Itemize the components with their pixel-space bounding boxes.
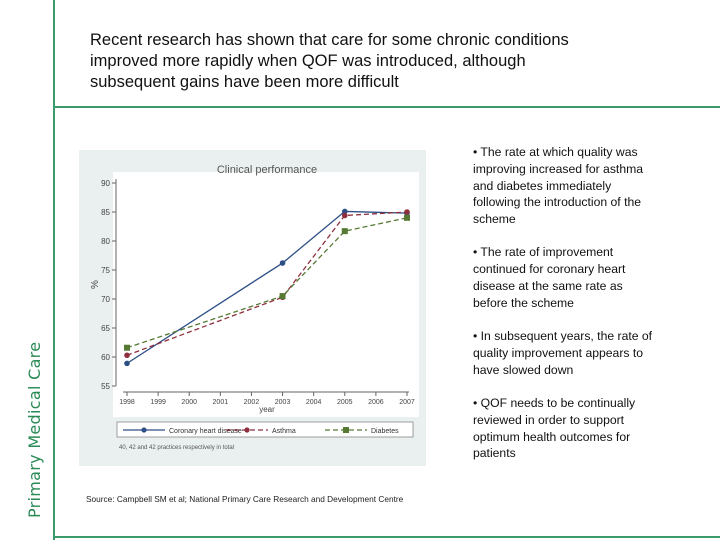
legend-box [116, 421, 414, 438]
y-tick-label: 65 [101, 324, 110, 333]
bullet-list: • The rate at which quality was improvin… [473, 144, 698, 479]
bullet-line: • In subsequent years, the rate of [473, 329, 653, 344]
bullet-line: have slowed down [473, 362, 574, 377]
sidebar-divider [53, 0, 55, 540]
data-point [341, 212, 348, 219]
bullet-line: before the scheme [473, 295, 574, 310]
bullet-line: following the introduction of the [473, 195, 642, 210]
x-tick-label: 1998 [119, 399, 135, 406]
bullet-item: • The rate of improvement continued for … [473, 244, 698, 311]
bullet-line: reviewed in order to support [473, 412, 625, 427]
y-tick-label: 70 [101, 295, 110, 304]
bullet-line: patients [473, 446, 516, 461]
legend-label: Asthma [272, 428, 296, 435]
data-point [124, 344, 130, 351]
x-tick-label: 2002 [244, 399, 260, 406]
bullet-line: quality improvement appears to [473, 345, 644, 360]
bullet-item: • QOF needs to be continually reviewed i… [473, 395, 698, 462]
data-point [404, 214, 410, 221]
source-citation: Source: Campbell SM et al; National Prim… [86, 494, 404, 504]
data-point [124, 352, 130, 359]
series-line [126, 217, 408, 349]
x-tick-label: 2004 [306, 399, 322, 406]
x-tick-label: 2003 [275, 399, 291, 406]
series-line [126, 210, 408, 364]
legend-label: Coronary heart disease [169, 428, 242, 435]
data-point [279, 293, 286, 300]
x-tick-label: 2006 [368, 399, 384, 406]
y-tick-label: 75 [101, 266, 110, 275]
bullet-line: continued for coronary heart [473, 262, 626, 277]
data-point [279, 260, 286, 266]
x-tick-label: 2005 [337, 399, 353, 406]
slide-title: Recent research has shown that care for … [90, 30, 690, 93]
x-tick-label: 2007 [399, 399, 415, 406]
data-point [404, 209, 410, 215]
bullet-line: and diabetes immediately [473, 178, 612, 193]
legend-label: Diabetes [371, 428, 399, 435]
x-axis-label: year [259, 405, 275, 414]
sidebar-band [0, 0, 54, 540]
brand-label: Primary Medical Care [25, 341, 44, 518]
chart-title: Clinical performance [217, 164, 317, 176]
slide-title-line: subsequent gains have been more difficul… [90, 73, 399, 91]
y-tick-label: 60 [101, 353, 110, 362]
plot-background [113, 172, 419, 417]
series-line [126, 211, 408, 356]
slide-title-line: Recent research has shown that care for … [90, 31, 569, 49]
data-point [341, 228, 348, 235]
y-tick-label: 85 [101, 208, 110, 217]
legend-marker [244, 427, 250, 433]
slide-title-line: improved more rapidly when QOF was intro… [90, 52, 526, 70]
bullet-line: • The rate of improvement [473, 245, 614, 260]
header-divider [54, 106, 720, 108]
x-tick-label: 2001 [213, 399, 229, 406]
bullet-line: • The rate at which quality was [473, 145, 638, 159]
y-tick-label: 90 [101, 179, 110, 188]
footer-divider [54, 536, 720, 538]
bullet-item: • In subsequent years, the rate of quali… [473, 328, 698, 378]
bullet-line: disease at the same rate as [473, 279, 623, 294]
y-axis-label: % [90, 280, 101, 289]
y-tick-label: 80 [101, 237, 110, 246]
x-tick-label: 2000 [181, 399, 197, 406]
bullet-line: • QOF needs to be continually [473, 396, 636, 411]
chart-panel: Clinical performance 55 60 65 70 75 80 85 90% 199… [79, 150, 426, 466]
chart-canvas: Clinical performance 55 60 65 70 75 80 85 90% 199… [90, 164, 419, 451]
data-point [124, 360, 130, 367]
bullet-line: improving increased for asthma [473, 161, 644, 176]
legend-marker [343, 427, 349, 433]
legend-marker [141, 427, 147, 433]
x-tick-label: 1999 [150, 399, 166, 406]
bullet-item: • The rate at which quality was improvin… [473, 144, 698, 228]
y-tick-label: 55 [101, 382, 110, 391]
data-point [341, 208, 348, 215]
bullet-line: optimum health outcomes for [473, 429, 631, 444]
bullet-line: scheme [473, 212, 516, 227]
chart-footnote: 40, 42 and 42 practices respectively in … [119, 445, 234, 451]
